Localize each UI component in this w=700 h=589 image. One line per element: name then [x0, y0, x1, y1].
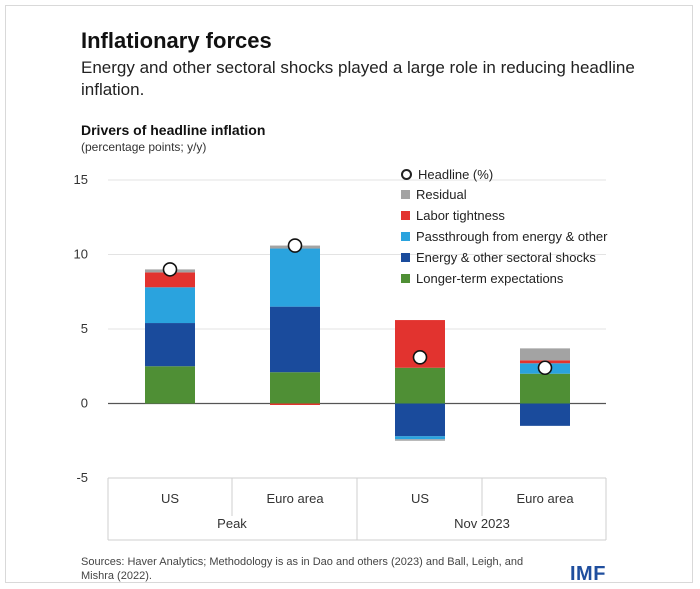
legend-swatch — [401, 252, 410, 262]
legend-item: Longer-term expectations — [401, 269, 563, 287]
legend-swatch — [401, 211, 410, 221]
source-note: Sources: Haver Analytics; Methodology is… — [81, 556, 524, 582]
legend-item: Energy & other sectoral shocks — [401, 248, 596, 266]
bar-segment-residual — [520, 348, 570, 361]
legend-swatch — [401, 231, 410, 241]
x-tick-label: US — [161, 491, 179, 506]
legend-label: Labor tightness — [416, 208, 505, 224]
y-tick-label: -5 — [76, 470, 88, 485]
x-tick-label: Euro area — [516, 491, 574, 506]
chart-title: Drivers of headline inflation — [81, 122, 266, 138]
bar-segment-passthrough-from-energy-other — [270, 248, 320, 307]
bar-segment-passthrough-from-energy-other — [395, 436, 445, 440]
headline-marker — [162, 262, 178, 277]
bar-segment-energy-other-sectoral-shocks — [395, 403, 445, 437]
y-tick-label: 15 — [74, 172, 88, 187]
bar-segment-longer-term-expectations — [145, 366, 195, 404]
bar-segment-passthrough-from-energy-other — [145, 287, 195, 324]
bar-segment-energy-other-sectoral-shocks — [145, 323, 195, 367]
bar-segment-longer-term-expectations — [270, 372, 320, 404]
legend-label: Headline (%) — [418, 166, 494, 182]
legend-item: Labor tightness — [401, 207, 505, 225]
x-tick-label: Euro area — [266, 491, 324, 506]
bar-segment-residual — [395, 439, 445, 441]
x-group-label: Peak — [217, 516, 247, 531]
legend-item: Residual — [401, 186, 467, 204]
figure-subtitle: Energy and other sectoral shocks played … — [81, 58, 635, 99]
imf-logo: IMF — [570, 563, 606, 585]
chart-subtitle: (percentage points; y/y) — [81, 140, 207, 154]
legend-swatch — [401, 168, 412, 180]
bar-segment-energy-other-sectoral-shocks — [520, 403, 570, 426]
headline-marker — [537, 360, 553, 376]
legend-swatch — [401, 273, 410, 283]
legend-label: Residual — [416, 187, 467, 203]
bar-segment-longer-term-expectations — [520, 373, 570, 404]
legend-label: Longer-term expectations — [416, 270, 564, 286]
headline-marker — [287, 238, 303, 253]
y-tick-label: 5 — [81, 321, 88, 336]
legend-item: Passthrough from energy & other — [401, 227, 608, 245]
bar-segment-labor-tightness — [145, 272, 195, 288]
bar-segment-longer-term-expectations — [395, 367, 445, 404]
bar-segment-labor-tightness — [270, 403, 320, 405]
bar-segment-energy-other-sectoral-shocks — [270, 306, 320, 373]
x-group-label: Nov 2023 — [454, 516, 510, 531]
x-tick-label: US — [411, 491, 429, 506]
legend-label: Energy & other sectoral shocks — [416, 249, 596, 265]
y-tick-label: 0 — [81, 396, 88, 411]
headline-marker — [412, 350, 428, 365]
figure-frame — [5, 5, 693, 583]
legend-label: Passthrough from energy & other — [416, 228, 608, 244]
figure-title: Inflationary forces — [81, 28, 272, 53]
legend-swatch — [401, 190, 410, 200]
legend-item: Headline (%) — [401, 165, 493, 183]
y-tick-label: 10 — [74, 247, 88, 262]
